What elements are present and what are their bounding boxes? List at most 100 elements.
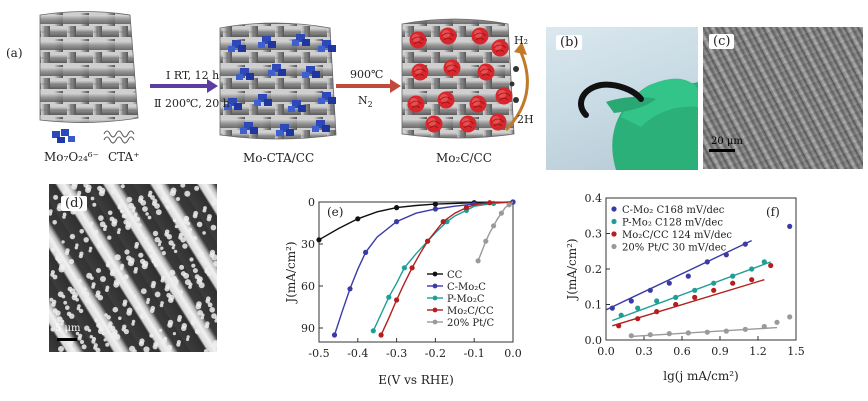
data-point: [628, 333, 634, 339]
nanoparticle-dot: [173, 249, 178, 254]
nanoparticle-dot: [91, 339, 96, 344]
nanoparticle-dot: [131, 319, 136, 324]
nanoparticle-dot: [69, 313, 75, 319]
nanoparticle-dot: [206, 216, 212, 222]
mo2c-cloth: [401, 18, 515, 139]
data-point: [711, 280, 717, 286]
nanoparticle-dot: [213, 260, 217, 267]
nanoparticle-dot: [200, 316, 204, 320]
legend-marker: [611, 218, 617, 225]
nanoparticle-dot: [83, 291, 90, 298]
nanoparticle-dot: [203, 260, 208, 265]
panel-c-sem-image: (c) 20 μm: [703, 27, 863, 169]
nanoparticle-dot: [57, 257, 64, 264]
nanoparticle-dot: [75, 331, 80, 336]
nanoparticle-dot: [191, 263, 196, 268]
nanoparticle-dot: [164, 286, 170, 292]
nanoparticle-dot: [114, 254, 121, 261]
nanoparticle-dot: [138, 341, 144, 347]
nanoparticle-dot: [71, 184, 78, 190]
nanoparticle-dot: [94, 318, 99, 323]
data-point: [363, 249, 369, 255]
panel-c-tag: (c): [709, 34, 735, 49]
panel-b-photo: (b): [546, 27, 698, 170]
nanoparticle-dot: [103, 338, 107, 342]
nanoparticle-dot: [89, 246, 93, 250]
scale-bar: [57, 338, 77, 341]
nanoparticle-dot: [83, 237, 89, 243]
data-point: [761, 323, 767, 330]
y-tick-label: 90: [301, 322, 315, 335]
nanoparticle-dot: [196, 278, 203, 285]
data-point: [730, 273, 736, 279]
mo-cluster-icon: [302, 66, 320, 78]
nanoparticle-dot: [75, 298, 79, 302]
data-point: [616, 323, 622, 329]
carbon-cloth: [39, 11, 139, 123]
nanoparticle-dot: [186, 337, 190, 341]
mo2c-particle-icon: [491, 39, 509, 57]
nanoparticle-dot: [150, 283, 156, 289]
nanoparticle-dot: [202, 208, 207, 213]
data-point: [666, 280, 672, 286]
mo2c-particle-icon: [489, 113, 507, 131]
nanoparticle-dot: [123, 274, 129, 280]
nanoparticle-dot: [160, 278, 165, 283]
data-point: [685, 273, 691, 279]
mo2c-particle-icon: [495, 87, 513, 105]
nanoparticle-dot: [65, 305, 70, 310]
panel-f-tafel-chart: 0.0 0.3 0.6 0.9 1.2 1.5 0.0 0.1 0.2 0.3 0.4 C-Mo₂ C…: [565, 192, 805, 383]
data-point: [673, 301, 679, 308]
nanoparticle-dot: [135, 216, 141, 222]
panel-b-tag: (b): [556, 35, 583, 50]
data-point: [768, 262, 774, 269]
nanoparticle-dot: [162, 339, 167, 344]
nanoparticle-dot: [132, 349, 137, 352]
nanoparticle-dot: [194, 185, 200, 191]
nanoparticle-dot: [204, 324, 209, 329]
data-point: [730, 280, 736, 286]
data-point: [673, 294, 679, 300]
nanoparticle-dot: [205, 299, 210, 304]
nanoparticle-dot: [187, 310, 191, 314]
nanoparticle-dot: [190, 320, 196, 326]
nanoparticle-dot: [53, 194, 59, 200]
nanoparticle-dot: [131, 208, 136, 213]
nanoparticle-dot: [207, 302, 213, 308]
legend-label: CC: [447, 270, 463, 281]
data-point: [749, 277, 755, 283]
legend-label: 20% Pt/C: [447, 318, 495, 329]
nanoparticle-dot: [210, 224, 217, 231]
data-point: [787, 223, 793, 229]
x-tick-label: 0.6: [673, 345, 691, 358]
data-point: [498, 210, 504, 216]
data-point: [692, 287, 698, 293]
mo2c-particle-icon: [425, 115, 443, 133]
data-point: [711, 287, 717, 293]
mo-cluster-icon: [312, 120, 330, 132]
legend-marker: [611, 231, 617, 237]
h2-label: H₂: [514, 34, 529, 47]
nanoparticle-dot: [140, 199, 147, 206]
nanoparticle-dot: [69, 288, 76, 295]
nanoparticle-dot: [104, 313, 108, 317]
nanoparticle-dot: [52, 220, 57, 225]
nanoparticle-dot: [96, 242, 103, 249]
data-point: [761, 259, 767, 265]
product-label: Mo₂C/CC: [436, 151, 492, 165]
panel-e-lsv-chart: -0.5 -0.4 -0.3 -0.2 -0.1 0.0 0 30 60 90 CCC-Mo₂CP-…: [285, 196, 522, 387]
data-point: [666, 331, 672, 337]
y-tick-label: 60: [301, 280, 315, 293]
y-tick-label: 0.2: [585, 263, 603, 276]
legend-label: C-Mo₂ C168 mV/dec: [622, 205, 725, 216]
mo2c-particle-icon: [439, 27, 457, 45]
data-point: [394, 297, 400, 303]
panel-c-scale-label: 20 μm: [711, 136, 743, 147]
nanoparticle-dot: [172, 218, 177, 223]
nanoparticle-dot: [158, 240, 162, 244]
nanoparticle-dot: [178, 289, 184, 295]
data-point: [704, 259, 710, 265]
y-axis-label: J(mA/cm²): [285, 241, 298, 304]
data-point: [425, 238, 431, 244]
panel-d-sem-image: (d) 5 μm: [49, 184, 217, 352]
